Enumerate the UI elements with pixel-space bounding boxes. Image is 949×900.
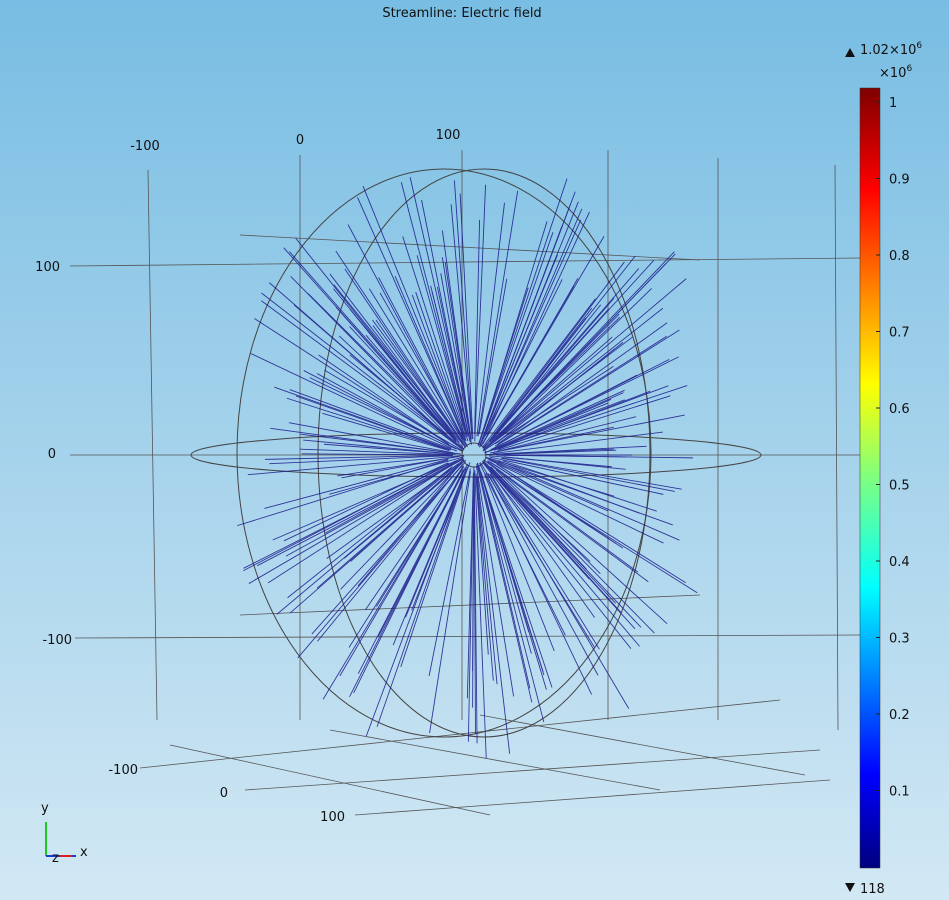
colorbar-tick-label: 0.5 <box>889 479 910 494</box>
x-axis-label: -100 <box>130 139 160 154</box>
colorbar-tick-label: 0.1 <box>889 785 910 800</box>
triad-y: y <box>41 801 49 816</box>
colorbar <box>860 88 880 868</box>
colorbar-tick-label: 0.3 <box>889 632 910 647</box>
colorbar-tick-label: 0.7 <box>889 326 910 341</box>
colorbar-max: 1.02×106 <box>860 41 922 58</box>
y-axis-label: 0 <box>48 447 56 462</box>
colorbar-tick-label: 0.2 <box>889 708 910 723</box>
colorbar-tick-label: 1 <box>889 96 897 111</box>
colorbar-tick-label: 0.9 <box>889 173 910 188</box>
colorbar-min: 118 <box>860 882 885 897</box>
y-axis-label: 100 <box>35 260 60 275</box>
triad-x: x <box>80 845 88 860</box>
colorbar-tick-label: 0.8 <box>889 249 910 264</box>
z-axis-label: 0 <box>220 786 228 801</box>
multiplier-base: ×10 <box>879 66 906 81</box>
plot-title: Streamline: Electric field <box>382 6 541 21</box>
x-axis-label: 0 <box>296 133 304 148</box>
multiplier-exponent: 6 <box>906 64 912 74</box>
colorbar-tick-label: 0.6 <box>889 402 910 417</box>
graphics-view: Streamline: Electric field 1.02×106 ×106… <box>0 0 949 900</box>
colorbar-max-mantissa: 1.02×10 <box>860 43 916 58</box>
z-axis-label: 100 <box>320 810 345 825</box>
x-axis-label: 100 <box>436 128 461 143</box>
y-axis-label: -100 <box>42 633 72 648</box>
colorbar-tick-label: 0.4 <box>889 555 910 570</box>
triad-z: z <box>52 851 59 866</box>
colorbar-max-exponent: 6 <box>916 41 922 51</box>
background <box>0 0 949 900</box>
z-axis-label: -100 <box>108 763 138 778</box>
viewport: Streamline: Electric field 1.02×106 ×106… <box>0 0 949 900</box>
